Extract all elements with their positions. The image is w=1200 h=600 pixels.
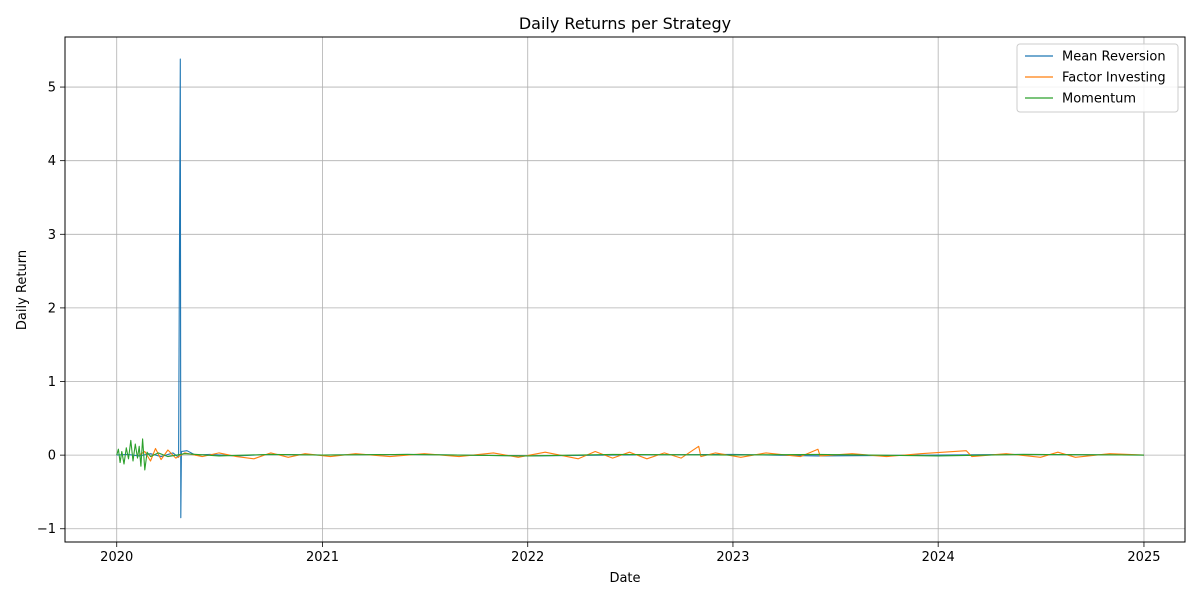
x-tick-label: 2023 xyxy=(716,550,749,565)
y-tick-label: 5 xyxy=(48,81,56,96)
ticks: 2020 2021 2022 2023 2024 2025 −1 0 1 2 3 4 5 xyxy=(37,81,1161,565)
plot-frame xyxy=(64,36,1186,543)
grid xyxy=(65,37,1185,542)
y-axis-label: Daily Return xyxy=(15,250,30,330)
x-tick-label: 2024 xyxy=(922,550,955,565)
chart-title: Daily Returns per Strategy xyxy=(519,14,731,33)
x-tick-label: 2020 xyxy=(100,550,133,565)
series-line-0 xyxy=(116,58,1145,519)
legend-label-0: Mean Reversion xyxy=(1062,50,1166,65)
y-tick-label: 4 xyxy=(48,154,56,169)
y-tick-label: −1 xyxy=(37,522,56,537)
legend-label-1: Factor Investing xyxy=(1062,71,1166,86)
legend: Mean Reversion Factor Investing Momentum xyxy=(1016,43,1179,113)
x-tick-label: 2025 xyxy=(1127,550,1160,565)
y-tick-label: 2 xyxy=(48,301,56,316)
y-tick-label: 0 xyxy=(48,449,56,464)
series-line-2 xyxy=(116,438,1145,471)
legend-label-2: Momentum xyxy=(1062,92,1136,107)
x-axis-label: Date xyxy=(609,571,640,586)
legend-box xyxy=(1016,43,1179,113)
x-tick-label: 2022 xyxy=(511,550,544,565)
series-layer xyxy=(116,58,1145,519)
series-line-1 xyxy=(138,445,1145,462)
x-tick-label: 2021 xyxy=(306,550,339,565)
y-tick-label: 3 xyxy=(48,228,56,243)
y-tick-label: 1 xyxy=(48,375,56,390)
